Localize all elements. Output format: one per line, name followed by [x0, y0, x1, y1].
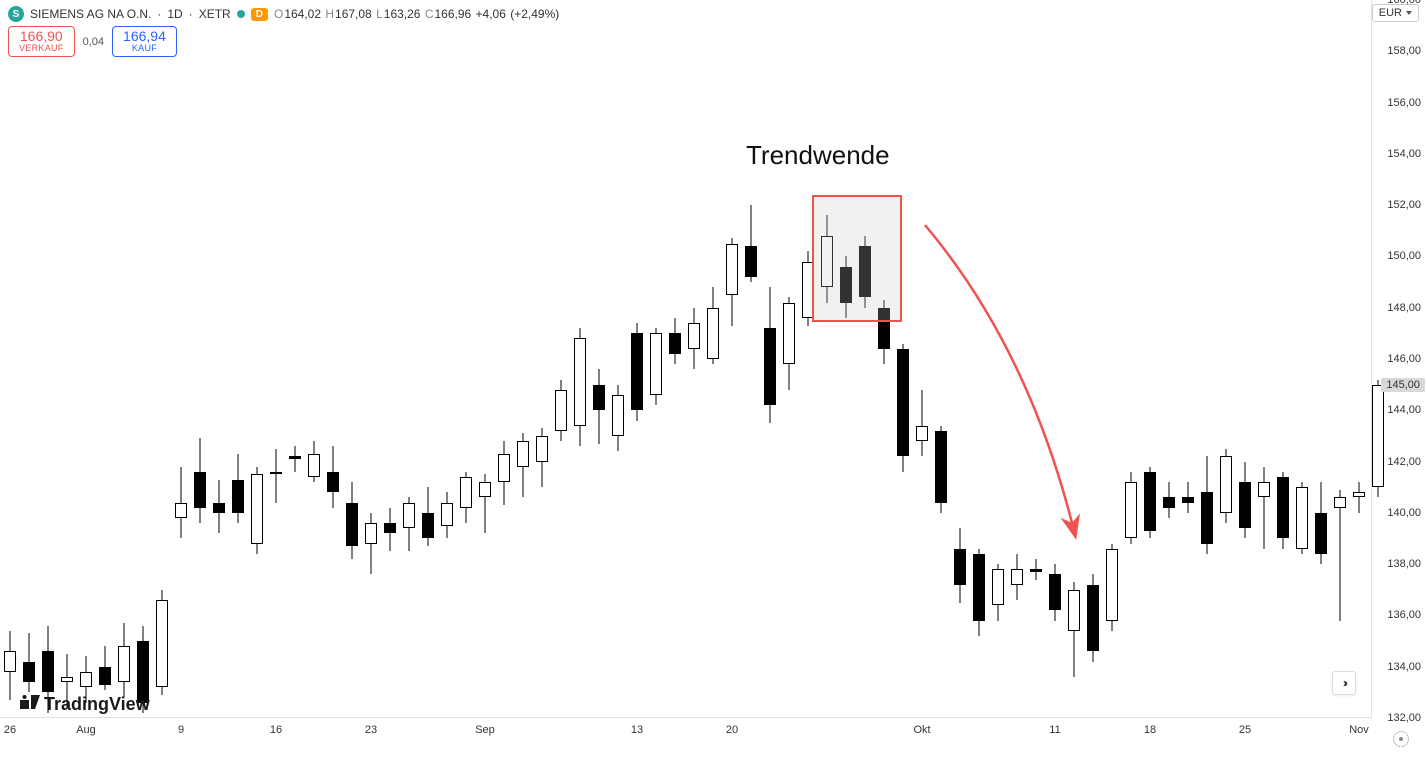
time-tick: 18	[1144, 724, 1156, 736]
price-tick: 154,00	[1387, 148, 1421, 160]
price-tick: 152,00	[1387, 199, 1421, 211]
time-tick: 13	[631, 724, 643, 736]
candlestick-chart[interactable]: Trendwende	[0, 0, 1372, 718]
time-tick: 25	[1239, 724, 1251, 736]
goto-latest-button[interactable]: ››	[1332, 671, 1356, 695]
tradingview-watermark: TradingView	[20, 694, 150, 715]
price-axis[interactable]: 132,00134,00136,00138,00140,00142,00144,…	[1372, 0, 1427, 718]
price-tick: 160,00	[1387, 0, 1421, 6]
price-tick: 144,00	[1387, 404, 1421, 416]
price-tick: 134,00	[1387, 661, 1421, 673]
price-tick: 150,00	[1387, 250, 1421, 262]
time-tick: Aug	[76, 724, 96, 736]
price-tick: 146,00	[1387, 353, 1421, 365]
tradingview-icon	[20, 695, 40, 714]
time-tick: 16	[270, 724, 282, 736]
price-tick: 158,00	[1387, 45, 1421, 57]
price-tick: 140,00	[1387, 507, 1421, 519]
time-tick: 26	[4, 724, 16, 736]
time-tick: 20	[726, 724, 738, 736]
time-axis[interactable]: 26 Aug 9 16 23 Sep 13 20 Okt 11 18 25 Nov	[0, 718, 1372, 759]
time-tick: 11	[1049, 724, 1060, 736]
price-tick: 138,00	[1387, 558, 1421, 570]
time-tick: 9	[178, 724, 184, 736]
price-tick: 136,00	[1387, 609, 1421, 621]
current-price-marker: 145,00	[1381, 378, 1425, 392]
price-tick: 148,00	[1387, 302, 1421, 314]
price-tick: 142,00	[1387, 456, 1421, 468]
time-tick: Sep	[475, 724, 495, 736]
price-tick: 156,00	[1387, 97, 1421, 109]
double-chevron-right-icon: ››	[1343, 676, 1345, 690]
time-tick: Okt	[913, 724, 930, 736]
time-tick: 23	[365, 724, 377, 736]
price-tick: 132,00	[1387, 712, 1421, 724]
axis-settings-icon[interactable]	[1393, 731, 1409, 747]
time-tick: Nov	[1349, 724, 1369, 736]
trend-arrow[interactable]	[0, 0, 1372, 718]
